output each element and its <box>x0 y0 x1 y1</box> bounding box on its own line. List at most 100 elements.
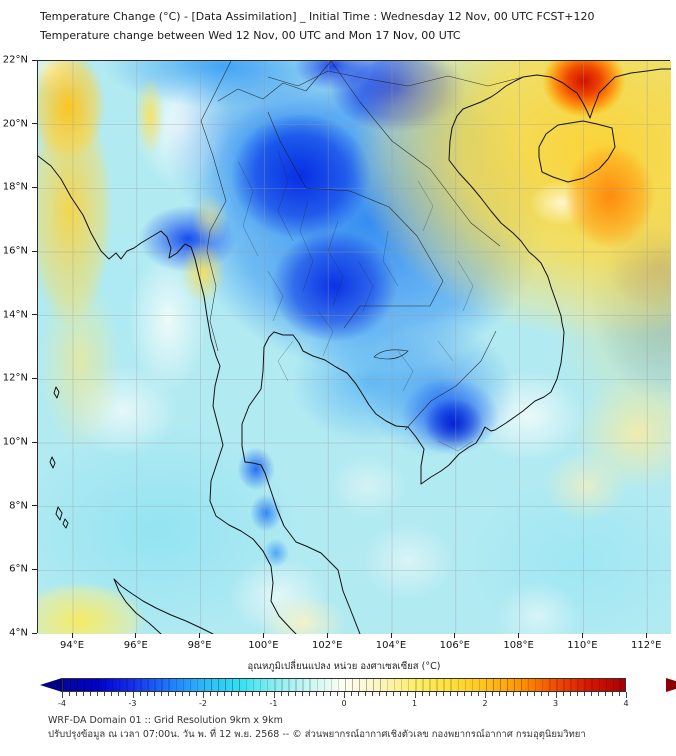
lat-tick-mark <box>32 59 37 61</box>
colorbar-minor-tick <box>477 692 479 696</box>
colorbar-minor-tick <box>400 692 402 696</box>
lat-tick-label: 6°N <box>9 563 28 575</box>
colorbar-major-tick <box>203 692 204 698</box>
coastline-myanmar-west <box>38 155 297 634</box>
colorbar-tick-label: -2 <box>199 699 207 708</box>
colorbar-minor-tick <box>372 692 374 696</box>
lon-tick-mark <box>645 633 647 638</box>
colorbar-right-arrow <box>666 678 676 692</box>
colorbar-major-tick <box>344 692 345 698</box>
colorbar-minor-tick <box>456 692 458 696</box>
longitude-axis: 94°E 96°E 98°E 100°E 102°E 104°E 106°E 108°E 110… <box>37 633 670 655</box>
colorbar-minor-tick <box>280 692 282 696</box>
lon-tick-mark <box>454 633 456 638</box>
colorbar-minor-tick <box>428 692 430 696</box>
colorbar-minor-tick <box>513 692 515 696</box>
lon-tick-label: 108°E <box>503 640 534 651</box>
colorbar-minor-tick <box>421 692 423 696</box>
colorbar-minor-tick <box>210 692 212 696</box>
border-china-north <box>217 61 524 102</box>
lat-tick-mark <box>32 632 37 634</box>
colorbar-tick-label: 2 <box>482 699 488 708</box>
border-thailand-laos-mekong <box>267 111 444 307</box>
lat-tick-label: 22°N <box>2 54 28 66</box>
colorbar-minor-tick <box>576 692 578 696</box>
colorbar-minor-tick <box>611 692 613 696</box>
colorbar-minor-tick <box>315 692 317 696</box>
lon-tick-mark <box>581 633 583 638</box>
lat-tick-mark <box>32 250 37 252</box>
lat-tick-label: 8°N <box>9 500 28 512</box>
colorbar-minor-tick <box>259 692 261 696</box>
colorbar-minor-tick <box>153 692 155 696</box>
colorbar-minor-tick <box>104 692 106 696</box>
colorbar-minor-tick <box>111 692 113 696</box>
colorbar-minor-tick <box>97 692 99 696</box>
colorbar-tick-label: 0 <box>341 699 347 708</box>
colorbar-major-tick <box>485 692 486 698</box>
colorbar-minor-tick <box>492 692 494 696</box>
colorbar-minor-tick <box>336 692 338 696</box>
lat-tick-label: 20°N <box>2 118 28 130</box>
temperature-field <box>38 61 671 634</box>
colorbar-minor-tick <box>287 692 289 696</box>
colorbar-minor-tick <box>470 692 472 696</box>
latitude-axis: 22°N 20°N 18°N 16°N 14°N 12°N 10°N 8°N 6°N 4°N <box>0 55 37 639</box>
lon-tick-label: 102°E <box>311 640 343 651</box>
border-vietnam-cambodia <box>404 330 497 431</box>
colorbar-minor-tick <box>618 692 620 696</box>
lon-tick-label: 94°E <box>59 640 85 651</box>
colorbar-minor-tick <box>358 692 360 696</box>
map-overlay <box>38 61 671 634</box>
colorbar-minor-tick <box>365 692 367 696</box>
title-block: Temperature Change (°C) - [Data Assimila… <box>40 7 594 45</box>
lon-tick-label: 100°E <box>248 640 279 651</box>
colorbar-minor-tick <box>351 692 353 696</box>
colorbar-minor-tick <box>90 692 92 696</box>
colorbar-minor-tick <box>393 692 395 696</box>
colorbar-minor-tick <box>76 692 78 696</box>
colorbar-minor-tick <box>188 692 190 696</box>
colorbar-minor-tick <box>125 692 127 696</box>
lon-tick-mark <box>262 633 264 638</box>
lat-tick-label: 10°N <box>2 436 28 448</box>
colorbar-tick-label: -3 <box>128 699 137 708</box>
colorbar-major-tick <box>414 692 416 698</box>
colorbar-minor-tick <box>449 692 451 696</box>
colorbar-minor-tick <box>181 692 183 696</box>
coastline-sumatra <box>113 578 214 634</box>
lat-tick-mark <box>32 441 37 443</box>
colorbar-minor-tick <box>379 692 381 696</box>
lat-tick-mark <box>32 123 37 125</box>
colorbar-minor-tick <box>604 692 606 696</box>
colorbar-minor-tick <box>167 692 169 696</box>
province-boundaries <box>237 150 474 452</box>
colorbar-minor-tick <box>407 692 409 696</box>
colorbar-left-arrow <box>40 678 62 692</box>
colorbar-major-tick <box>132 692 134 698</box>
lat-tick-mark <box>32 314 37 316</box>
colorbar-minor-tick <box>463 692 465 696</box>
lon-tick-label: 112°E <box>630 640 662 651</box>
colorbar: -4 -3 -2 -1 0 1 2 3 4 <box>40 678 676 710</box>
colorbar-minor-tick <box>160 692 162 696</box>
colorbar-minor-tick <box>294 692 296 696</box>
lon-tick-label: 96°E <box>123 640 148 651</box>
border-laos-vietnam <box>330 61 501 247</box>
colorbar-minor-tick <box>386 692 388 696</box>
lon-tick-label: 110°E <box>567 640 598 651</box>
colorbar-minor-tick <box>322 692 324 696</box>
colorbar-major-tick <box>273 692 275 698</box>
coastline-andaman-islands <box>49 386 69 529</box>
lon-tick-label: 98°E <box>187 640 212 651</box>
colorbar-major-tick <box>62 692 63 698</box>
lon-tick-label: 104°E <box>375 640 407 651</box>
lat-tick-mark <box>32 377 37 379</box>
colorbar-minor-tick <box>548 692 550 696</box>
colorbar-minor-tick <box>217 692 219 696</box>
colorbar-minor-tick <box>562 692 564 696</box>
colorbar-minor-tick <box>69 692 71 696</box>
lon-tick-mark <box>326 633 328 638</box>
footer-block: WRF-DA Domain 01 :: Grid Resolution 9km … <box>48 714 586 741</box>
